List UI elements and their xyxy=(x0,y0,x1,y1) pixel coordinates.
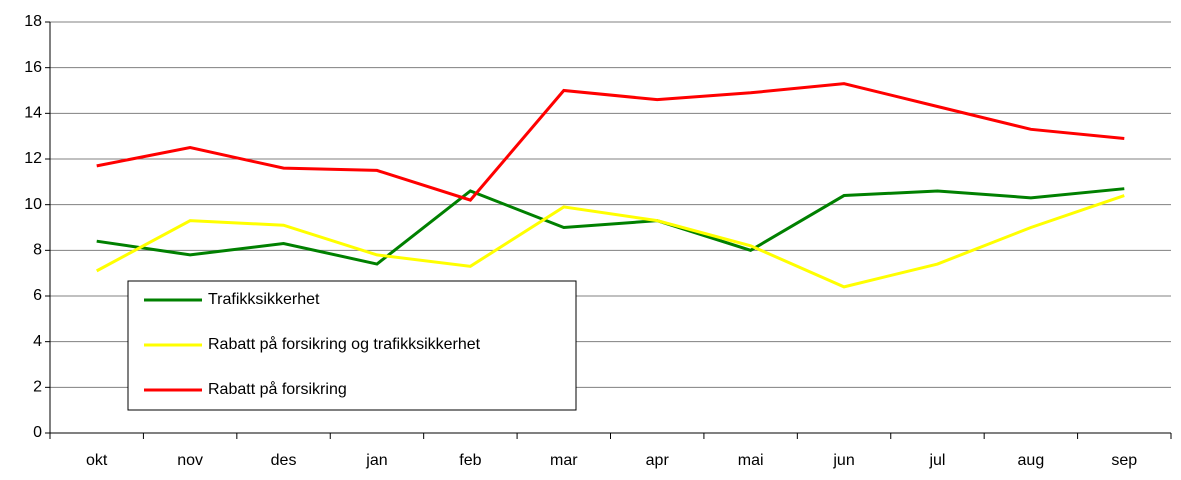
x-tick-label: jun xyxy=(832,452,854,469)
y-tick-label: 14 xyxy=(24,105,42,122)
y-tick-label: 2 xyxy=(33,379,42,396)
y-tick-label: 0 xyxy=(33,424,42,441)
y-tick-label: 12 xyxy=(24,150,42,167)
legend-label: Rabatt på forsikring og trafikksikkerhet xyxy=(208,335,481,353)
x-tick-label: jul xyxy=(928,452,945,469)
y-tick-label: 8 xyxy=(33,242,42,259)
series-line xyxy=(96,82,1125,202)
y-tick-label: 16 xyxy=(24,59,42,76)
x-tick-label: apr xyxy=(646,452,670,469)
legend-label: Rabatt på forsikring xyxy=(208,380,347,398)
x-tick-label: aug xyxy=(1018,452,1045,469)
x-tick-label: feb xyxy=(459,452,481,469)
y-tick-label: 4 xyxy=(33,333,42,350)
x-tick-label: jan xyxy=(365,452,387,469)
series-line xyxy=(96,187,1125,266)
x-tick-label: okt xyxy=(86,452,108,469)
x-tick-label: nov xyxy=(177,452,203,469)
legend-box xyxy=(127,280,577,411)
series-line xyxy=(95,194,1125,289)
x-tick-label: mar xyxy=(550,452,578,469)
y-tick-label: 10 xyxy=(24,196,42,213)
y-tick-label: 6 xyxy=(33,287,42,304)
x-tick-label: des xyxy=(271,452,297,469)
x-tick-label: mai xyxy=(738,452,764,469)
legend-label: Trafikksikkerhet xyxy=(208,291,320,308)
y-tick-label: 18 xyxy=(24,13,42,30)
x-tick-label: sep xyxy=(1111,452,1137,469)
